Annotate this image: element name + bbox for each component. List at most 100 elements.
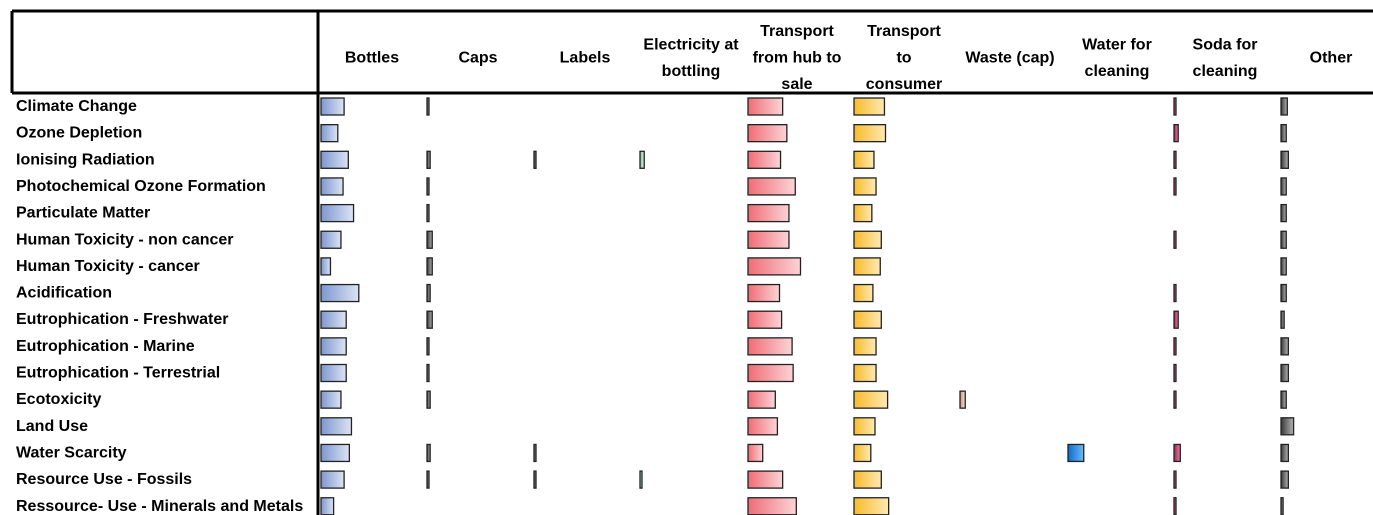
row-label-ionising-radiation: Ionising Radiation xyxy=(16,151,155,168)
column-header-electricity-at-bottling-line-1: Electricity at xyxy=(643,36,739,53)
bar-water-scarcity-transport-to-consumer xyxy=(853,443,872,463)
bar-resource-use-fossils-electricity-at-bottling xyxy=(639,470,643,489)
row-label-human-toxicity-cancer: Human Toxicity - cancer xyxy=(16,258,200,275)
bar-climate-change-bottles xyxy=(320,97,345,116)
bar-ecotoxicity-caps xyxy=(426,390,431,409)
bar-ozone-depletion-other xyxy=(1280,124,1287,143)
bar-ecotoxicity-transport-from-hub-to-sale xyxy=(747,390,776,409)
bar-ecotoxicity-waste-cap xyxy=(959,390,966,409)
bar-photochemical-ozone-formation-bottles xyxy=(320,177,344,196)
bar-acidification-bottles xyxy=(320,283,360,303)
row-label-acidification: Acidification xyxy=(16,285,112,302)
bar-climate-change-transport-to-consumer xyxy=(853,97,886,116)
row-label-climate-change: Climate Change xyxy=(16,98,137,115)
bar-human-toxicity-cancer-other xyxy=(1280,257,1287,276)
bar-ionising-radiation-bottles xyxy=(320,150,349,169)
bar-climate-change-soda-for-cleaning xyxy=(1173,97,1177,116)
bar-eutrophication-terrestrial-other xyxy=(1280,363,1289,383)
bar-eutrophication-marine-transport-to-consumer xyxy=(853,337,877,356)
column-headers: Bottles Caps Labels Electricity at bottling T… xyxy=(345,23,1352,93)
bar-ozone-depletion-soda-for-cleaning xyxy=(1173,124,1179,143)
bar-acidification-transport-from-hub-to-sale xyxy=(747,283,781,303)
bar-human-toxicity-non-cancer-other xyxy=(1280,230,1287,249)
bar-eutrophication-marine-soda-for-cleaning xyxy=(1173,337,1177,356)
bar-water-scarcity-labels xyxy=(533,443,537,463)
row-label-land-use: Land Use xyxy=(16,418,88,435)
bar-eutrophication-terrestrial-bottles xyxy=(320,363,347,383)
bar-particulate-matter-bottles xyxy=(320,203,355,223)
row-label-water-scarcity: Water Scarcity xyxy=(16,444,127,461)
bar-eutrophication-marine-other xyxy=(1280,337,1289,356)
bar-resource-use-fossils-bottles xyxy=(320,470,345,489)
bar-ionising-radiation-transport-from-hub-to-sale xyxy=(747,150,782,169)
bar-eutrophication-freshwater-other xyxy=(1280,310,1285,329)
bar-human-toxicity-non-cancer-bottles xyxy=(320,230,342,249)
bar-ozone-depletion-transport-to-consumer xyxy=(853,124,887,143)
bar-ionising-radiation-caps xyxy=(426,150,431,169)
bar-eutrophication-marine-transport-from-hub-to-sale xyxy=(747,337,793,356)
bar-photochemical-ozone-formation-transport-to-consumer xyxy=(853,177,877,196)
bar-particulate-matter-transport-from-hub-to-sale xyxy=(747,203,790,223)
bar-particulate-matter-transport-to-consumer xyxy=(853,203,873,223)
column-header-water-for-cleaning-line-1: Water for xyxy=(1082,36,1152,53)
bar-human-toxicity-non-cancer-transport-from-hub-to-sale xyxy=(747,230,790,249)
bar-ressource-use-minerals-and-metals-bottles xyxy=(320,497,335,515)
bar-ressource-use-minerals-and-metals-other xyxy=(1280,497,1284,515)
column-header-water-for-cleaning-line-2: cleaning xyxy=(1085,63,1150,80)
bar-human-toxicity-non-cancer-transport-to-consumer xyxy=(853,230,882,249)
column-header-bottles: Bottles xyxy=(345,50,399,67)
bar-ionising-radiation-other xyxy=(1280,150,1289,169)
bar-eutrophication-terrestrial-soda-for-cleaning xyxy=(1173,363,1177,383)
column-header-labels: Labels xyxy=(560,50,611,67)
bar-climate-change-transport-from-hub-to-sale xyxy=(747,97,784,116)
column-header-other: Other xyxy=(1310,50,1353,67)
bar-climate-change-caps xyxy=(426,97,430,116)
bar-land-use-transport-from-hub-to-sale xyxy=(747,417,779,436)
bar-land-use-other xyxy=(1280,417,1295,436)
bar-resource-use-fossils-other xyxy=(1280,470,1289,489)
bar-climate-change-other xyxy=(1280,97,1288,116)
row-label-ressource-use-minerals-and-metals: Ressource- Use - Minerals and Metals xyxy=(16,498,303,515)
bar-resource-use-fossils-soda-for-cleaning xyxy=(1173,470,1177,489)
bar-photochemical-ozone-formation-transport-from-hub-to-sale xyxy=(747,177,796,196)
bar-water-scarcity-water-for-cleaning xyxy=(1067,443,1085,463)
bar-acidification-other xyxy=(1280,283,1287,303)
bar-water-scarcity-soda-for-cleaning xyxy=(1173,443,1181,463)
column-header-waste-cap: Waste (cap) xyxy=(965,50,1054,67)
column-header-transport-to-consumer-line-2: to xyxy=(896,50,911,67)
bar-human-toxicity-cancer-bottles xyxy=(320,257,332,276)
bar-eutrophication-freshwater-bottles xyxy=(320,310,347,329)
bar-eutrophication-marine-caps xyxy=(426,337,430,356)
bar-ionising-radiation-electricity-at-bottling xyxy=(639,150,645,169)
bar-acidification-transport-to-consumer xyxy=(853,283,874,303)
bar-eutrophication-terrestrial-transport-to-consumer xyxy=(853,363,877,383)
column-header-caps: Caps xyxy=(458,50,497,67)
row-label-eutrophication-terrestrial: Eutrophication - Terrestrial xyxy=(16,365,220,382)
bar-eutrophication-marine-bottles xyxy=(320,337,347,356)
bar-ressource-use-minerals-and-metals-transport-to-consumer xyxy=(853,497,890,515)
bar-particulate-matter-caps xyxy=(426,203,430,223)
row-labels: Climate Change Ozone Depletion Ionising Ra… xyxy=(16,98,303,515)
bar-eutrophication-terrestrial-caps xyxy=(426,363,430,383)
bar-human-toxicity-cancer-transport-from-hub-to-sale xyxy=(747,257,802,276)
bar-acidification-soda-for-cleaning xyxy=(1173,283,1177,303)
bar-eutrophication-terrestrial-transport-from-hub-to-sale xyxy=(747,363,794,383)
column-header-electricity-at-bottling-line-2: bottling xyxy=(662,63,721,80)
bar-human-toxicity-non-cancer-caps xyxy=(426,230,433,249)
bar-photochemical-ozone-formation-soda-for-cleaning xyxy=(1173,177,1177,196)
column-header-transport-from-hub-to-sale-line-1: Transport xyxy=(760,23,834,40)
bar-water-scarcity-other xyxy=(1280,443,1289,463)
bar-resource-use-fossils-transport-to-consumer xyxy=(853,470,882,489)
bar-ecotoxicity-other xyxy=(1280,390,1287,409)
bar-resource-use-fossils-labels xyxy=(533,470,537,489)
bar-eutrophication-freshwater-transport-from-hub-to-sale xyxy=(747,310,783,329)
bar-eutrophication-freshwater-caps xyxy=(426,310,433,329)
bar-ressource-use-minerals-and-metals-transport-from-hub-to-sale xyxy=(747,497,797,515)
bar-ecotoxicity-bottles xyxy=(320,390,342,409)
bar-human-toxicity-cancer-caps xyxy=(426,257,433,276)
bar-acidification-caps xyxy=(426,283,431,303)
column-header-transport-to-consumer-line-3: consumer xyxy=(866,76,942,93)
bar-ozone-depletion-bottles xyxy=(320,124,339,143)
bar-ionising-radiation-labels xyxy=(533,150,537,169)
